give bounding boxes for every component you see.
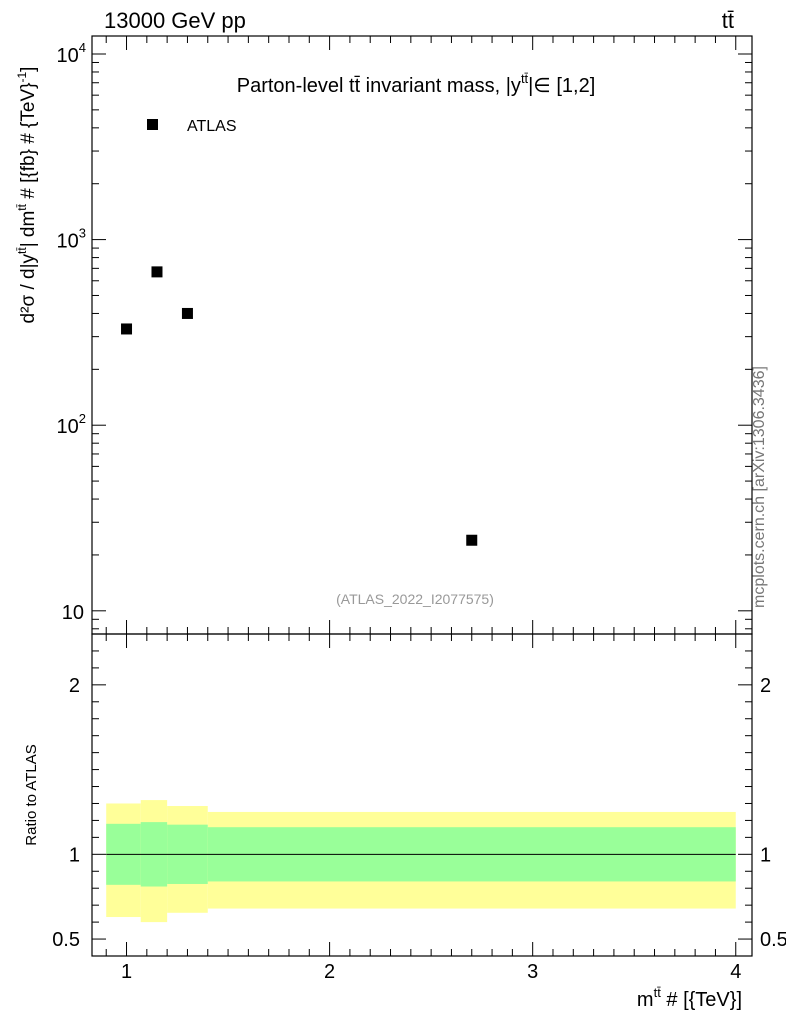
ratio-panel: 0.5 0.5 1 1 2 2 1 2 3 4 xyxy=(52,633,786,983)
analysis-id: (ATLAS_2022_I2077575) xyxy=(336,591,494,607)
plot-title: Parton-level tt̄ invariant mass, |ytt̄|∈… xyxy=(237,71,596,97)
ratio-y-tick-label-right: 1 xyxy=(760,844,771,866)
energy-label: 13000 GeV pp xyxy=(104,8,246,33)
main-axis-ticks: 10 102 103 104 xyxy=(57,36,752,634)
data-point-atlas xyxy=(151,266,163,278)
legend: ATLAS xyxy=(147,118,237,135)
ratio-bands xyxy=(106,800,736,923)
legend-label-atlas: ATLAS xyxy=(187,118,237,135)
main-y-tick-label: 104 xyxy=(57,40,86,67)
x-tick-label: 2 xyxy=(324,961,335,983)
data-point-atlas xyxy=(466,534,478,546)
watermark: mcplots.cern.ch [arXiv:1306.3436] xyxy=(751,366,768,608)
x-tick-label: 4 xyxy=(730,961,741,983)
main-y-tick-label: 103 xyxy=(57,226,86,253)
main-y-tick-label: 102 xyxy=(57,411,86,438)
ratio-y-tick-label-right: 2 xyxy=(760,675,771,697)
process-label: tt̄ xyxy=(722,8,734,33)
x-tick-label: 3 xyxy=(527,961,538,983)
x-axis-label: mtt̄ # [{TeV}] xyxy=(637,985,742,1011)
ratio-y-tick-label: 0.5 xyxy=(52,929,80,951)
main-y-tick-label: 10 xyxy=(62,602,84,624)
ratio-y-tick-label: 1 xyxy=(69,844,80,866)
ratio-frame xyxy=(91,633,753,957)
x-tick-label: 1 xyxy=(121,961,132,983)
main-data-points xyxy=(121,266,478,546)
legend-marker-atlas xyxy=(147,119,158,130)
ratio-y-tick-label: 2 xyxy=(69,675,80,697)
data-point-atlas xyxy=(181,307,193,319)
main-y-axis-label: d²σ / d|ytt̄| dmtt̄ # [{fb} # {TeV}-1] xyxy=(15,67,39,324)
main-panel: 10 102 103 104 xyxy=(57,35,753,635)
ratio-y-tick-label-right: 0.5 xyxy=(760,929,786,951)
data-point-atlas xyxy=(121,323,133,335)
ratio-y-axis-label: Ratio to ATLAS xyxy=(23,744,40,845)
